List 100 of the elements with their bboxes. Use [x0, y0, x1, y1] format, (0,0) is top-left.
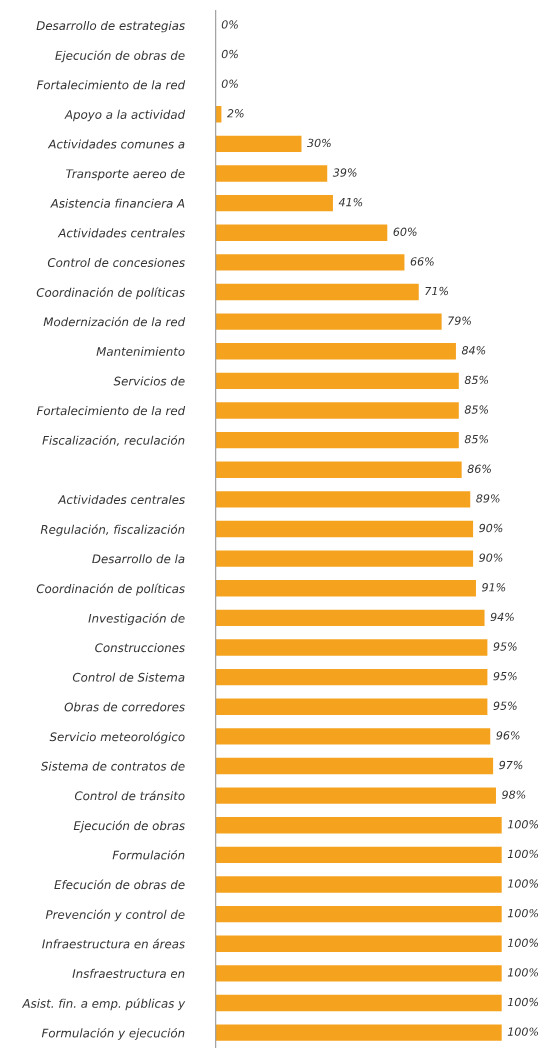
bar — [215, 194, 333, 212]
y-tick-label: Coordinación de políticas — [36, 287, 185, 300]
bar — [215, 431, 459, 449]
bar — [215, 876, 502, 893]
data-label: 95% — [493, 642, 517, 651]
bar — [215, 757, 494, 775]
data-label: 0% — [221, 79, 238, 88]
data-label: 95% — [493, 701, 517, 710]
y-tick-label: Mantenimiento — [96, 346, 185, 356]
data-label: 100% — [507, 997, 539, 1007]
bar — [215, 698, 488, 715]
bar — [215, 402, 459, 419]
y-tick-label: Servicios de — [113, 376, 185, 386]
data-label: 71% — [425, 286, 448, 296]
data-label: 100% — [507, 938, 539, 947]
bar — [215, 817, 502, 834]
data-label: 100% — [507, 820, 539, 829]
data-label: 98% — [502, 790, 526, 799]
y-tick-label: Obras de corredores — [64, 702, 185, 712]
y-tick-label: Asist. fin. a emp. públicas y — [21, 998, 186, 1011]
y-tick-label: Investigación de — [88, 613, 185, 626]
data-label: 85% — [464, 375, 489, 385]
y-tick-label: Insfraestructura en — [72, 968, 185, 979]
bar — [215, 254, 405, 271]
data-label: 91% — [482, 583, 506, 592]
bar — [215, 609, 485, 627]
data-label: 86% — [467, 464, 491, 473]
y-tick-label: Fiscalización, reculación — [42, 435, 185, 446]
y-tick-label: Coordinación de políticas — [36, 583, 185, 596]
bar — [215, 935, 502, 952]
bar — [215, 639, 488, 656]
data-label: 100% — [507, 879, 539, 888]
y-tick-label: Control de tránsito — [74, 790, 185, 801]
data-label: 89% — [476, 494, 500, 503]
data-label: 100% — [507, 1027, 539, 1036]
data-label: 2% — [226, 109, 244, 118]
y-tick-label: Construcciones — [95, 643, 185, 653]
data-label: 100% — [507, 849, 539, 859]
y-tick-label: Desarrollo de la — [92, 554, 185, 564]
bar — [215, 1024, 502, 1041]
data-label: 97% — [499, 760, 523, 770]
bar — [215, 372, 459, 390]
bar — [215, 520, 474, 538]
y-tick-label: Actividades centrales — [57, 228, 185, 238]
y-tick-label: Sistema de contratos de — [40, 761, 185, 771]
y-tick-label: Ejecución de obras de — [55, 50, 185, 63]
data-label: 95% — [493, 671, 517, 681]
y-tick-label: Control de concesiones — [47, 257, 185, 268]
data-label: 100% — [507, 968, 539, 977]
data-label: 100% — [507, 908, 539, 918]
data-label: 0% — [221, 49, 238, 59]
bar — [215, 491, 471, 508]
bar — [215, 728, 491, 745]
data-label: 84% — [461, 346, 486, 355]
bar — [215, 283, 419, 301]
y-tick-label: Desarrollo de estrategias — [36, 20, 185, 33]
bar — [215, 461, 462, 478]
data-label: 30% — [307, 138, 331, 148]
data-label: 39% — [332, 168, 357, 177]
y-tick-label: Prevención y control de — [45, 909, 185, 922]
data-label: 90% — [479, 553, 503, 562]
y-tick-label: Efecución de obras de — [54, 879, 185, 890]
data-label: 90% — [479, 523, 503, 533]
bar — [215, 668, 488, 686]
y-tick-label: Fortalecimiento de la red — [36, 406, 186, 416]
bar — [215, 965, 502, 982]
data-label: 94% — [490, 612, 514, 622]
bar — [215, 224, 388, 241]
y-tick-label: Formulación y ejecución — [41, 1027, 185, 1040]
data-label: 66% — [410, 257, 434, 266]
data-label: 96% — [496, 731, 520, 740]
data-label: 41% — [338, 197, 363, 207]
bar — [215, 135, 302, 153]
data-label: 60% — [393, 227, 417, 236]
y-tick-label: Asistencia financiera A — [50, 198, 185, 208]
y-tick-label: Infraestructura en áreas — [42, 938, 185, 949]
bar — [215, 165, 328, 182]
bar — [215, 846, 502, 864]
data-label: 0% — [221, 20, 238, 29]
y-tick-label: Transporte aereo de — [66, 169, 185, 181]
y-tick-label: Regulación, fiscalización — [40, 524, 185, 537]
y-tick-label: Actividades comunes a — [47, 139, 185, 149]
y-tick-label: Formulación — [112, 849, 185, 860]
y-tick-label: Modernización de la red — [43, 316, 186, 327]
y-tick-label: Fortalecimiento de la red — [36, 80, 186, 90]
bar — [215, 905, 502, 923]
bar — [215, 787, 496, 804]
bar — [215, 550, 474, 567]
y-tick-label: Control de Sistema — [72, 672, 185, 682]
bar — [215, 313, 442, 330]
data-label: 79% — [448, 316, 471, 325]
y-tick-label: Apoyo a la actividad — [64, 109, 186, 122]
data-label: 85% — [464, 434, 489, 444]
y-tick-label: Ejecución de obras — [73, 820, 185, 833]
bar — [215, 580, 476, 597]
bar — [215, 343, 456, 360]
bar — [215, 994, 502, 1012]
y-tick-label: Actividades centrales — [57, 494, 185, 505]
y-tick-label: Servicio meteorológico — [49, 731, 185, 744]
data-label: 85% — [464, 405, 489, 414]
